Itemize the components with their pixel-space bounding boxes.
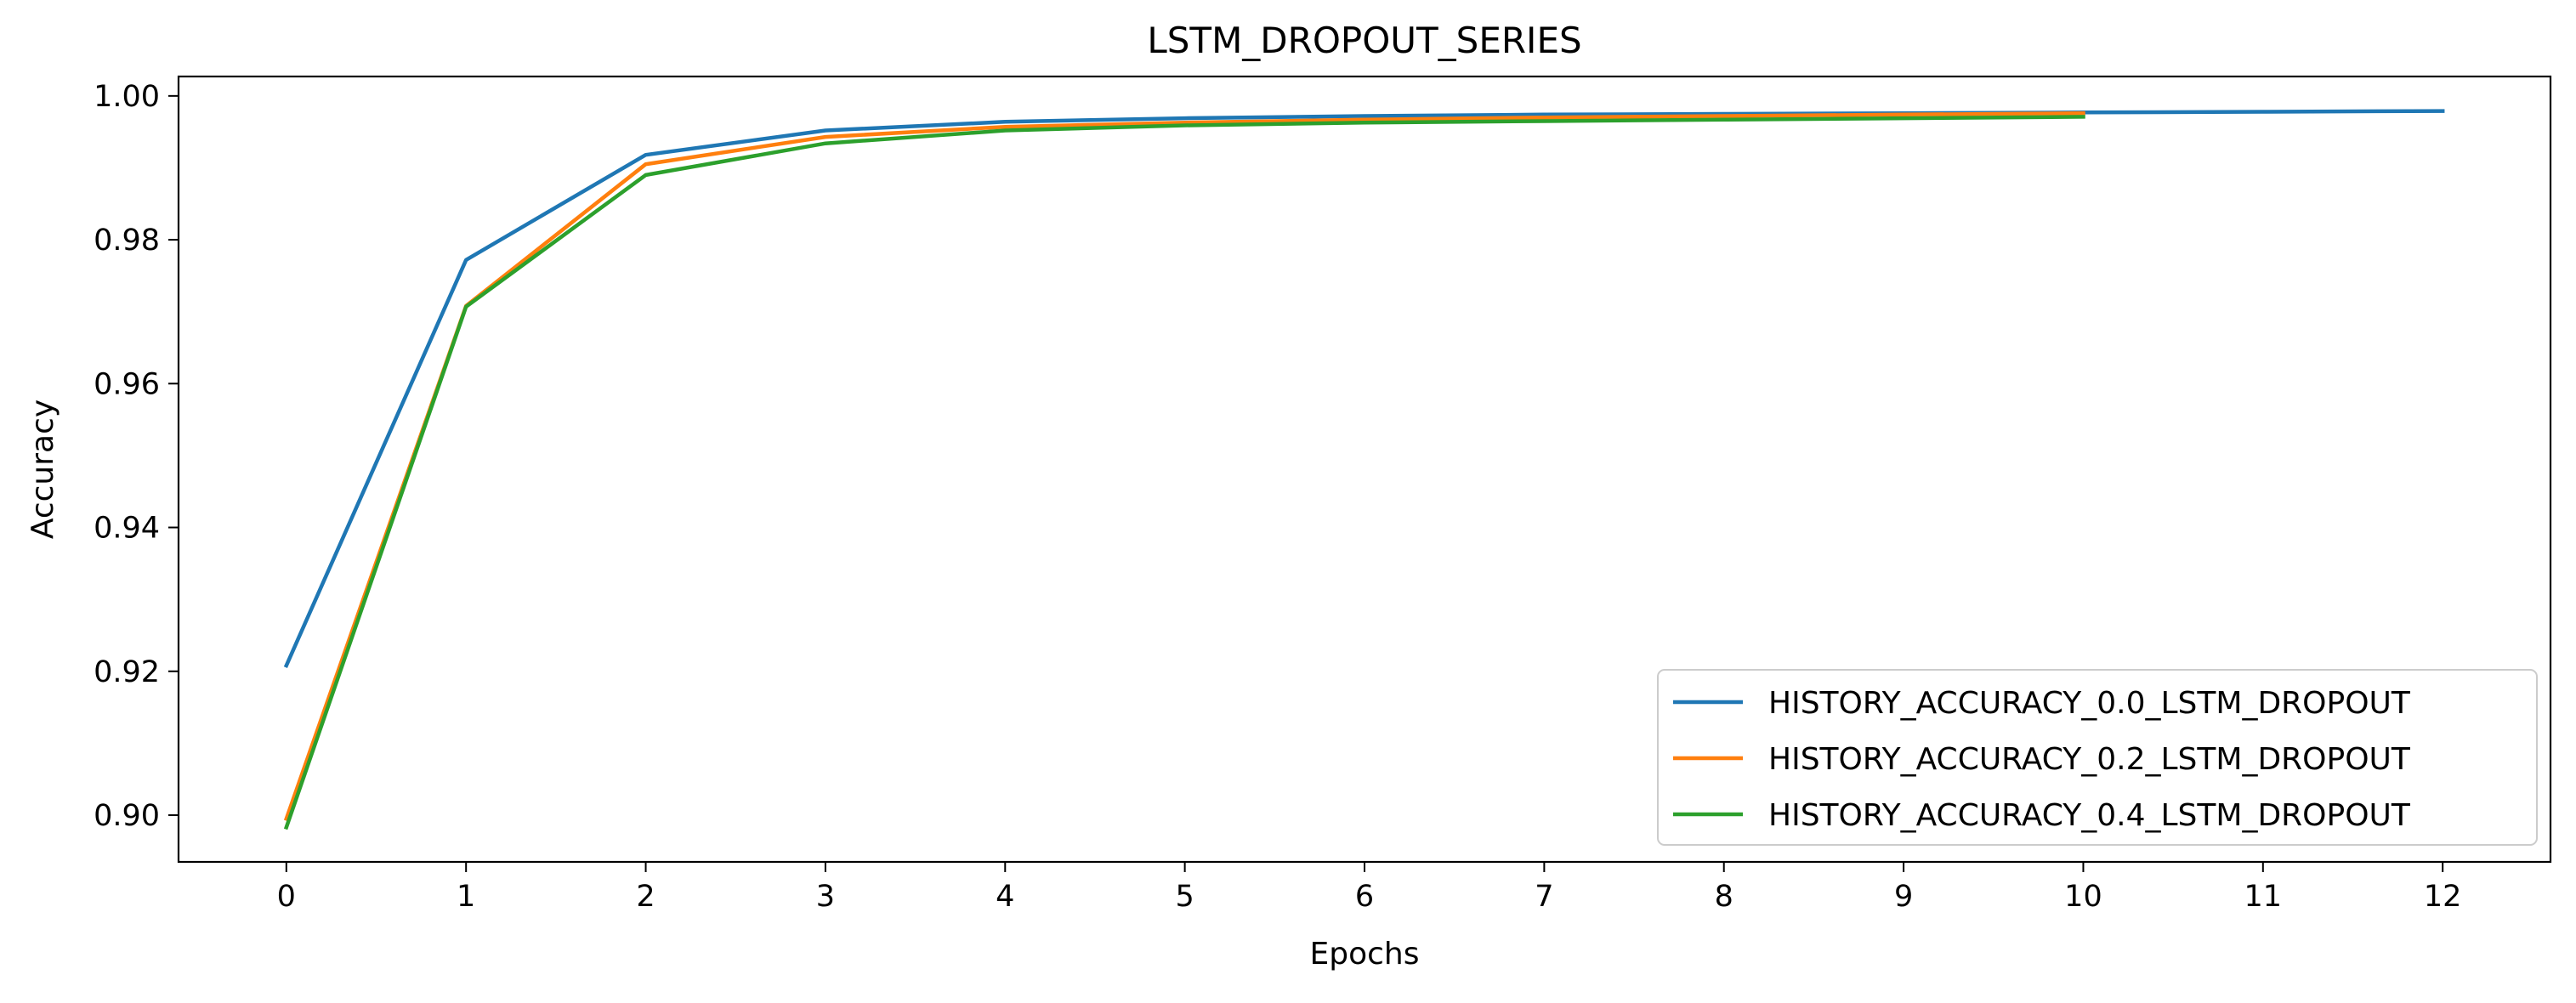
series-line-2 <box>283 115 2085 830</box>
x-tick-label: 10 <box>2064 880 2102 914</box>
series-line-1 <box>283 110 2085 822</box>
y-tick-label: 0.94 <box>94 512 160 546</box>
series-layer <box>283 109 2445 830</box>
x-tick-label: 11 <box>2244 880 2283 914</box>
legend-label: HISTORY_ACCURACY_0.4_LSTM_DROPOUT <box>1768 798 2411 833</box>
y-tick-label: 0.90 <box>94 799 160 833</box>
x-tick-label: 6 <box>1355 880 1374 914</box>
chart-title: LSTM_DROPOUT_SERIES <box>1147 20 1581 61</box>
x-tick-label: 5 <box>1175 880 1194 914</box>
x-tick-label: 2 <box>636 880 655 914</box>
x-tick-label: 3 <box>816 880 835 914</box>
y-tick-label: 0.96 <box>94 367 160 401</box>
x-tick-label: 4 <box>996 880 1014 914</box>
legend-box <box>1657 669 2538 846</box>
x-axis-label: Epochs <box>1310 937 1420 972</box>
legend-label: HISTORY_ACCURACY_0.2_LSTM_DROPOUT <box>1768 742 2411 777</box>
x-tick-label: 0 <box>277 880 296 914</box>
x-tick-label: 12 <box>2424 880 2462 914</box>
x-tick-label: 1 <box>457 880 475 914</box>
legend: HISTORY_ACCURACY_0.0_LSTM_DROPOUT HISTORY… <box>1657 669 2538 846</box>
x-tick-label: 8 <box>1715 880 1733 914</box>
y-axis-label: Accuracy <box>26 400 60 539</box>
y-axis: 0.90 0.92 0.94 0.96 0.98 1.00 <box>94 80 179 833</box>
legend-label: HISTORY_ACCURACY_0.0_LSTM_DROPOUT <box>1768 686 2411 721</box>
x-tick-label: 7 <box>1535 880 1553 914</box>
x-axis: 0 1 2 3 4 5 6 7 8 9 10 11 12 <box>277 862 2462 914</box>
y-tick-label: 1.00 <box>94 80 160 114</box>
x-tick-label: 9 <box>1894 880 1913 914</box>
y-tick-label: 0.92 <box>94 655 160 689</box>
y-tick-label: 0.98 <box>94 224 160 258</box>
